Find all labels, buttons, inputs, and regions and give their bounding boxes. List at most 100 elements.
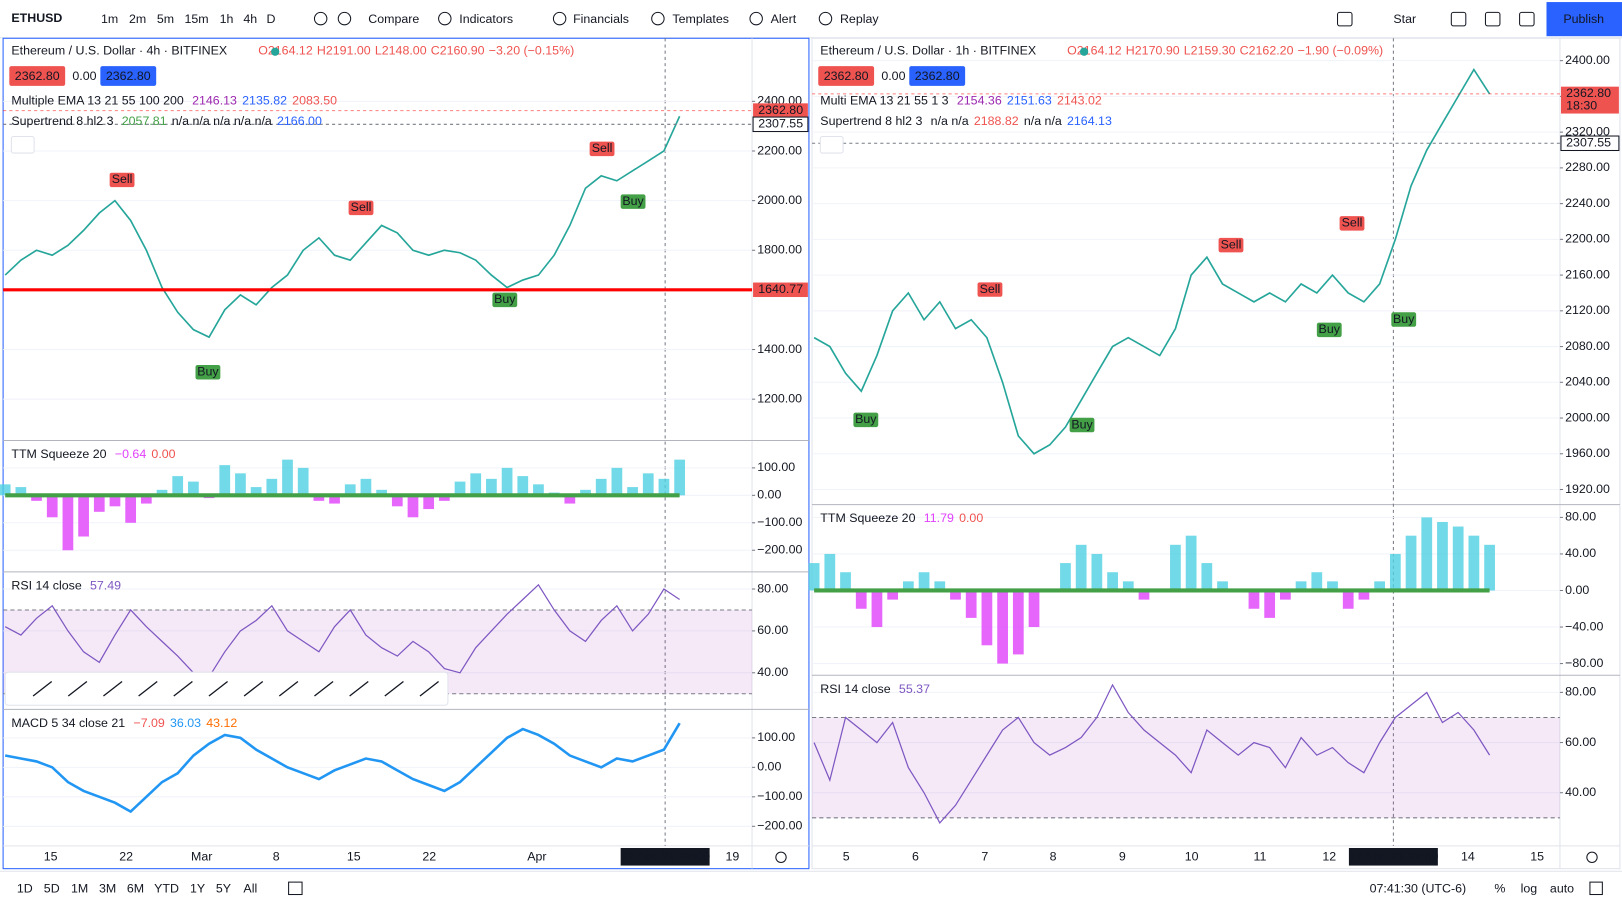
toolbar-icon xyxy=(651,11,665,26)
supertrend-legend-part: 2164.13 xyxy=(1067,114,1112,128)
signal-label: Buy xyxy=(197,365,219,379)
fullscreen-icon[interactable] xyxy=(1589,881,1603,896)
squeeze-bar xyxy=(1280,590,1291,600)
toolbar-button[interactable]: Alert xyxy=(771,12,797,26)
toolbar-button[interactable]: Templates xyxy=(672,12,729,26)
range-button[interactable]: 1Y xyxy=(190,882,205,896)
interval-button[interactable]: 5m xyxy=(157,12,174,26)
y-tick-label: 1800.00 xyxy=(757,243,802,257)
y-tick-label: −100.00 xyxy=(757,789,802,803)
collapse-button[interactable] xyxy=(10,135,35,154)
x-tick-label: 22 xyxy=(422,850,436,864)
publish-button[interactable] xyxy=(1546,2,1622,37)
settings-icon[interactable] xyxy=(1586,851,1598,863)
range-button[interactable]: 1M xyxy=(71,882,88,896)
squeeze-bar xyxy=(501,467,513,496)
squeeze-bar xyxy=(658,478,670,496)
price-label: 1640.77 xyxy=(758,282,803,296)
range-button[interactable]: 5Y xyxy=(216,882,231,896)
price-line xyxy=(4,115,681,339)
crosshair-time-box xyxy=(1348,847,1438,866)
x-tick-label: 19 xyxy=(725,850,739,864)
x-tick-label: 8 xyxy=(1050,850,1057,864)
settings-icon[interactable] xyxy=(775,851,787,863)
squeeze-bar xyxy=(329,495,340,504)
price-label: 2362.80 xyxy=(1566,86,1611,100)
drawing-tool-icon[interactable] xyxy=(419,680,440,697)
interval-button[interactable]: D xyxy=(267,12,276,26)
drawing-tool-icon[interactable] xyxy=(138,680,158,697)
drawing-tool-icon[interactable] xyxy=(349,680,369,697)
x-tick-label: 7 xyxy=(981,850,988,864)
squeeze-bar xyxy=(1484,544,1495,591)
squeeze-bar xyxy=(627,487,638,496)
drawing-tool-icon[interactable] xyxy=(67,680,88,697)
range-button[interactable]: 3M xyxy=(99,882,116,896)
drawing-tool-icon[interactable] xyxy=(278,680,299,697)
publish-label[interactable]: Publish xyxy=(1563,12,1604,26)
range-button[interactable]: YTD xyxy=(154,882,179,896)
collapse-button[interactable] xyxy=(819,135,844,154)
scale-option[interactable]: log xyxy=(1521,882,1538,896)
macd-legend: MACD 5 34 close 21 −7.09 36.03 43.12 xyxy=(11,716,237,730)
date-range-icon[interactable] xyxy=(288,881,303,896)
scale-option[interactable]: auto xyxy=(1550,882,1574,896)
drawing-tool-icon[interactable] xyxy=(384,680,404,697)
crosshair-time-label: 12 Apr '21 22:00 xyxy=(620,850,710,864)
interval-button[interactable]: 2m xyxy=(129,12,146,26)
squeeze-bar xyxy=(109,495,121,507)
ttm-legend-part: −0.64 xyxy=(115,447,146,461)
ttm-legend-part: 0.00 xyxy=(151,447,175,461)
interval-button[interactable]: 1m xyxy=(101,12,118,26)
symbol[interactable]: ETHUSD xyxy=(11,11,62,25)
toolbar-icon xyxy=(749,11,763,26)
range-button[interactable]: 1D xyxy=(17,882,33,896)
drawing-tool-icon[interactable] xyxy=(243,680,264,697)
supertrend-legend-part: 2057.81 xyxy=(122,114,167,128)
squeeze-bar xyxy=(642,473,654,496)
scale-option[interactable]: % xyxy=(1494,882,1505,896)
drawing-tool-icon[interactable] xyxy=(208,680,228,697)
range-button[interactable]: 5D xyxy=(44,882,60,896)
toolbar-button[interactable]: Indicators xyxy=(459,12,513,26)
supertrend-legend-part: 2188.82 xyxy=(974,114,1019,128)
squeeze-bar xyxy=(156,489,168,496)
squeeze-bar xyxy=(965,590,977,618)
toolbar-button[interactable]: Replay xyxy=(840,12,879,26)
ema-legend-part: 2151.63 xyxy=(1007,94,1052,108)
squeeze-bar xyxy=(808,563,820,591)
signal-badge xyxy=(195,365,221,380)
x-tick-label: 10 xyxy=(1185,850,1199,864)
squeeze-bar xyxy=(824,553,836,591)
signal-label: Sell xyxy=(112,172,133,186)
drawing-toolbar xyxy=(4,671,449,706)
y-tick-label: 2000.00 xyxy=(757,193,802,207)
supertrend-legend-part: 2166.00 xyxy=(277,114,322,128)
x-tick-label: Apr xyxy=(527,850,546,864)
squeeze-bar xyxy=(595,478,607,496)
drawing-tool-icon[interactable] xyxy=(32,680,53,697)
interval-button[interactable]: 1h xyxy=(220,12,234,26)
ema-legend-part: 2135.82 xyxy=(242,94,287,108)
drawing-tool-icon[interactable] xyxy=(314,680,334,697)
signal-label: Sell xyxy=(351,200,372,214)
quote-box xyxy=(100,66,157,86)
toolbar-icon xyxy=(438,11,452,26)
price-line xyxy=(813,68,1491,455)
x-tick-label: 6 xyxy=(912,850,919,864)
ema-legend-part: 2143.02 xyxy=(1057,94,1102,108)
squeeze-bar xyxy=(423,495,435,510)
squeeze-bar xyxy=(1437,521,1448,591)
drawing-tool-icon[interactable] xyxy=(103,680,123,697)
interval-button[interactable]: 4h xyxy=(243,12,257,26)
toolbar-button[interactable]: Compare xyxy=(368,12,419,26)
range-button[interactable]: All xyxy=(243,882,257,896)
range-button[interactable]: 6M xyxy=(127,882,144,896)
toolbar-button[interactable]: Financials xyxy=(573,12,629,26)
squeeze-bar xyxy=(1452,526,1464,591)
interval-button[interactable]: 15m xyxy=(184,12,208,26)
x-tick-label: 11 xyxy=(1254,850,1267,864)
drawing-tool-icon[interactable] xyxy=(173,680,193,697)
quote-box xyxy=(818,66,875,86)
star-button[interactable]: Star xyxy=(1393,12,1416,26)
